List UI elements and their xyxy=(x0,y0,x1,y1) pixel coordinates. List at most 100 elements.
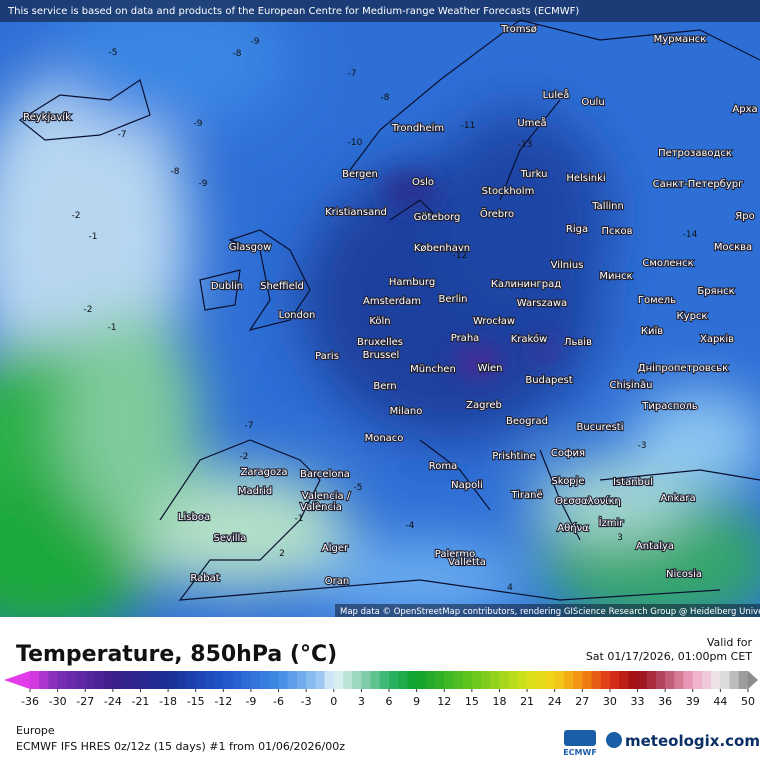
city-label: Brussel xyxy=(363,350,400,361)
valid-label: Valid for xyxy=(707,636,753,649)
contour-label: -2 xyxy=(72,211,81,221)
colorbar-cell xyxy=(711,671,721,689)
colorbar-tick-label: -15 xyxy=(187,695,205,708)
colorbar-cell xyxy=(453,671,464,689)
colorbar-cell xyxy=(269,671,280,689)
colorbar-cell xyxy=(435,671,445,689)
contour-label: -9 xyxy=(199,179,208,189)
city-label: Яро xyxy=(735,211,754,222)
model-info: ECMWF IFS HRES 0z/12z (15 days) #1 from … xyxy=(16,740,345,753)
contour-label: -5 xyxy=(354,483,363,493)
contour-label: -7 xyxy=(348,69,357,79)
colorbar-cell xyxy=(738,671,749,689)
colorbar-tick-label: 39 xyxy=(686,695,700,708)
colorbar-tick-label: -24 xyxy=(104,695,122,708)
city-label: Zagreb xyxy=(466,400,502,411)
city-label: Palermo xyxy=(435,549,475,560)
colorbar-cell xyxy=(591,671,602,689)
colorbar-tick-label: 6 xyxy=(386,695,393,708)
city-label: Glasgow xyxy=(229,242,272,253)
colorbar-cell xyxy=(517,671,528,689)
city-label: Stockholm xyxy=(482,186,535,197)
colorbar-cell xyxy=(628,671,639,689)
colorbar-tick-label: 44 xyxy=(713,695,727,708)
city-label: Львів xyxy=(564,336,592,348)
city-label: Санкт-Петербург xyxy=(653,179,744,190)
city-label: Dublin xyxy=(211,281,243,292)
city-label: Kristiansand xyxy=(325,207,387,218)
city-label: Oslo xyxy=(412,177,434,188)
colorbar-cell xyxy=(471,671,482,689)
colorbar-tick-label: -3 xyxy=(301,695,312,708)
colorbar-tick-label: 12 xyxy=(437,695,451,708)
colorbar-cell xyxy=(260,671,270,689)
colorbar-cell xyxy=(370,671,381,689)
city-label: Sheffield xyxy=(260,281,304,292)
colorbar-tick-label: -27 xyxy=(76,695,94,708)
city-label: Москва xyxy=(714,242,752,253)
colorbar-tick-label: -9 xyxy=(245,695,256,708)
ecmwf-text: ECMWF xyxy=(563,748,597,757)
contour-label: -13 xyxy=(518,140,533,150)
colorbar-cell xyxy=(158,671,169,689)
colorbar-cell xyxy=(186,671,197,689)
city-label: Bucuresti xyxy=(577,422,624,433)
city-label: Минск xyxy=(599,271,632,282)
city-label: Luleå xyxy=(543,88,570,101)
colorbar-cell xyxy=(361,671,372,689)
colorbar-cell xyxy=(499,671,510,689)
city-label: Antalya xyxy=(636,541,674,552)
contour-label: -9 xyxy=(194,119,203,129)
colorbar-cell xyxy=(462,671,473,689)
city-label: Valletta xyxy=(448,557,486,568)
colorbar-tick-label: -6 xyxy=(273,695,284,708)
city-label: Дніпропетровськ xyxy=(638,362,728,374)
city-label: İzmir xyxy=(599,516,625,529)
colorbar-cell xyxy=(287,671,298,689)
colorbar-cell xyxy=(66,671,77,689)
region: Europe xyxy=(16,724,55,737)
colorbar-tick-label: -30 xyxy=(49,695,67,708)
colorbar-cell xyxy=(600,671,611,689)
city-label: València xyxy=(300,501,342,513)
map: Tromsø Мурманск Reykjavík Luleå Oulu Арха Tron… xyxy=(0,0,760,617)
colorbar-cell xyxy=(131,671,141,689)
colorbar-cell xyxy=(407,671,418,689)
colorbar-cell xyxy=(683,671,694,689)
city-label: Bergen xyxy=(342,169,378,180)
colorbar-cell xyxy=(149,671,160,689)
colorbar-cell xyxy=(140,671,151,689)
city-label: Örebro xyxy=(480,207,514,220)
colorbar-cell xyxy=(554,671,565,689)
temperature-field xyxy=(0,0,760,617)
city-label: London xyxy=(279,310,316,321)
city-label: Köln xyxy=(369,316,390,327)
city-label: Bruxelles xyxy=(357,337,403,348)
colorbar-cell xyxy=(168,671,178,689)
city-label: Lisboa xyxy=(178,512,210,523)
city-label: Bern xyxy=(373,381,396,392)
colorbar-cell xyxy=(76,671,86,689)
contour-label: -8 xyxy=(171,167,180,177)
legend-title: Temperature, 850hPa (°C) xyxy=(16,642,337,667)
city-label: Istanbul xyxy=(613,477,653,488)
city-label: Wrocław xyxy=(473,316,515,327)
city-label: Helsinki xyxy=(566,173,605,184)
colorbar-tick-label: 18 xyxy=(492,695,506,708)
colorbar-cell xyxy=(425,671,436,689)
attribution: Map data © OpenStreetMap contributors, r… xyxy=(340,607,760,617)
colorbar-cell xyxy=(85,671,95,689)
ecmwf-logo xyxy=(564,730,596,746)
city-label: Roma xyxy=(429,461,458,472)
colorbar-cell xyxy=(223,671,234,689)
contour-label: -10 xyxy=(348,138,363,148)
colorbar-cell xyxy=(701,671,712,689)
valid-time: Sat 01/17/2026, 01:00pm CET xyxy=(586,650,752,663)
city-label: София xyxy=(551,448,585,459)
colorbar-tick-label: -21 xyxy=(131,695,149,708)
colorbar-cell xyxy=(195,671,206,689)
city-label: Арха xyxy=(732,104,757,115)
colorbar-cell xyxy=(389,671,399,689)
colorbar-tick-label: 24 xyxy=(548,695,562,708)
city-label: Praha xyxy=(451,333,480,344)
